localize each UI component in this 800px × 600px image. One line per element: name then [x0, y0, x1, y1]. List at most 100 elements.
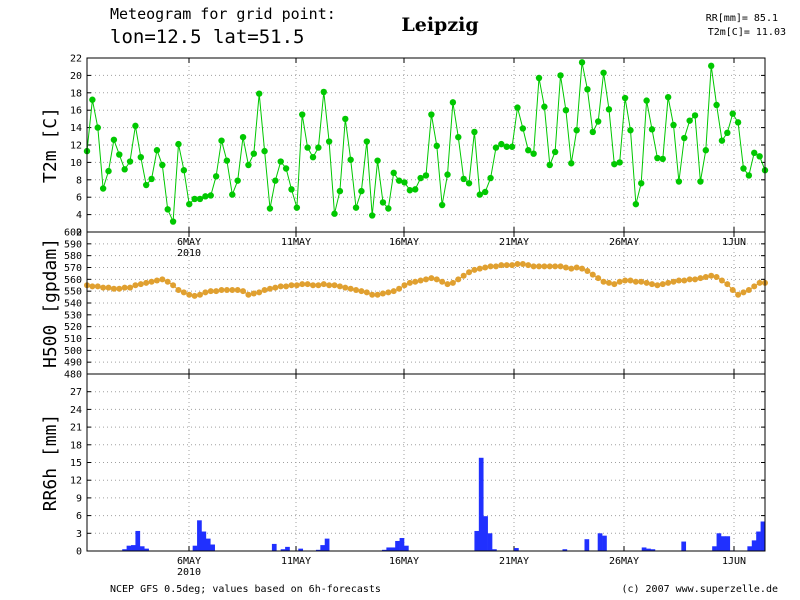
rr6h-bar — [650, 549, 656, 551]
rr6h-bar — [562, 549, 568, 551]
t2m-point — [196, 195, 204, 203]
h500-point — [148, 278, 155, 285]
t2m-point — [438, 201, 446, 209]
t2m-point — [664, 93, 672, 101]
rr6h-bar — [315, 549, 321, 551]
h500-point — [197, 291, 203, 298]
rr6h-bar — [747, 546, 753, 551]
h500-point — [745, 286, 752, 293]
t2m-point — [401, 179, 408, 186]
h500-point — [137, 281, 144, 288]
t2m-point — [186, 200, 193, 208]
rr6h-bar — [390, 547, 396, 551]
t2m-point — [363, 138, 371, 145]
t2m-point — [234, 177, 241, 184]
rr6h-bar — [126, 545, 132, 551]
t2m-point — [487, 174, 494, 182]
panel1-ylabel: T2m [C] — [40, 107, 61, 183]
rr6h-bar — [324, 538, 330, 551]
t2m-point — [175, 140, 182, 148]
panel1-ytick-label: 10 — [70, 158, 82, 169]
h500-point — [207, 288, 214, 295]
panel3-ytick-label: 27 — [70, 387, 82, 398]
h500-point — [121, 284, 128, 291]
t2m-point — [379, 199, 387, 206]
h500-point — [353, 286, 360, 293]
h500-point — [681, 277, 688, 284]
t2m-point — [374, 157, 381, 164]
t2m-point — [293, 204, 301, 211]
t2m-point — [218, 137, 225, 144]
h500-point — [417, 277, 424, 284]
xtick-label: 16MAY — [389, 556, 419, 567]
panel3-ytick-label: 12 — [70, 476, 82, 487]
t2m-point — [250, 150, 258, 157]
h500-point — [406, 279, 413, 286]
h500-point — [315, 282, 322, 289]
t2m-point — [594, 118, 602, 125]
h500-point — [476, 265, 483, 272]
header-title: Meteogram for grid point: — [110, 5, 336, 23]
panel3-ytick-label: 15 — [70, 458, 82, 469]
h500-point — [595, 275, 602, 282]
t2m-point — [358, 187, 365, 195]
h500-point — [670, 278, 677, 285]
h500-point — [546, 263, 553, 270]
t2m-point — [110, 136, 118, 143]
t2m-point — [255, 90, 263, 97]
h500-point — [310, 282, 316, 289]
h500-point — [562, 264, 569, 271]
rr6h-bar — [646, 548, 651, 551]
rr6h-bar — [135, 530, 141, 551]
rr6h-bar — [584, 539, 590, 551]
footer-source: NCEP GFS 0.5deg; values based on 6h-fore… — [110, 584, 381, 595]
h500-point — [589, 271, 596, 278]
rr6h-bar — [395, 540, 400, 551]
t2m-point — [729, 110, 736, 117]
panel1-ytick-label: 22 — [70, 54, 82, 65]
t2m-point — [417, 174, 424, 182]
rr6h-bar — [474, 530, 480, 551]
t2m-point — [229, 191, 236, 198]
h500-point — [665, 279, 672, 286]
h500-point — [342, 284, 349, 291]
xtick-label: 26MAY — [609, 237, 639, 248]
h500-point — [643, 279, 650, 286]
h500-point — [396, 285, 403, 292]
panel2-ytick-label: 550 — [64, 287, 82, 298]
panel2-ylabel: H500 [gpdam] — [40, 238, 61, 368]
panel3-ytick-label: 6 — [76, 511, 82, 522]
t2m-point — [734, 119, 742, 126]
h500-point — [659, 281, 666, 288]
t2m-point — [94, 124, 101, 131]
rr6h-bar — [144, 548, 149, 551]
t2m-point — [304, 144, 311, 151]
panel2-ytick-label: 490 — [64, 358, 82, 369]
t2m-point — [519, 125, 527, 132]
panel1-ytick-label: 2 — [76, 228, 82, 239]
t2m-point — [207, 192, 214, 199]
t2m-point — [756, 153, 763, 160]
h500-point — [487, 263, 494, 270]
t2m-point — [600, 69, 607, 76]
h500-point — [724, 281, 731, 288]
t2m-point — [686, 117, 693, 124]
t2m-point — [180, 167, 188, 174]
h500-point — [444, 281, 451, 288]
t2m-point — [535, 74, 543, 82]
h500-point — [498, 262, 505, 269]
rr6h-bar — [681, 541, 687, 551]
rr6h-bar — [122, 549, 127, 551]
h500-point — [186, 291, 193, 298]
t2m-point — [632, 200, 640, 208]
rr6h-bar — [403, 545, 409, 551]
panel1-ytick-label: 6 — [76, 193, 82, 204]
t2m-point — [315, 144, 322, 151]
h500-point — [552, 263, 559, 270]
t2m-point — [498, 140, 505, 148]
h500-point — [718, 277, 725, 284]
t2m-point — [514, 104, 521, 111]
t2m-point — [385, 205, 392, 212]
rr6h-bar — [192, 545, 198, 551]
